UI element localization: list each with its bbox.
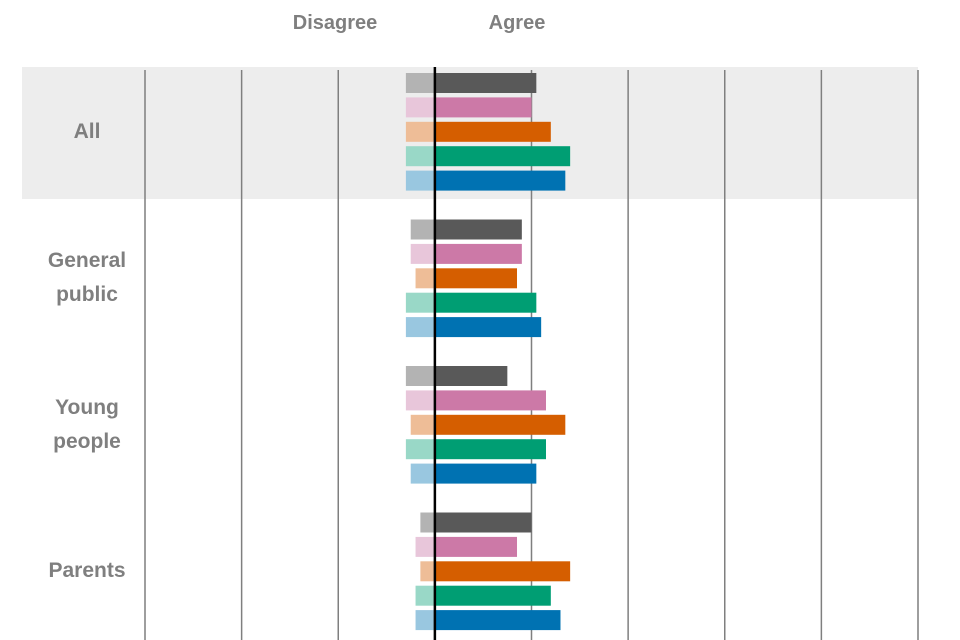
agree-bar [434,268,518,289]
disagree-bar [420,561,435,582]
agree-bar [434,414,566,435]
category-label: Parents [48,559,126,583]
disagree-bar [415,268,435,289]
column-header: Agree [488,12,546,34]
disagree-bar [410,219,435,240]
disagree-bar [415,610,435,631]
disagree-bar [405,390,435,411]
agree-bar [434,170,566,191]
agree-bar [434,536,518,557]
disagree-bar [405,97,435,118]
agree-bar [434,146,571,167]
disagree-bar [415,536,435,557]
disagree-bar [405,170,435,191]
category-label: Young people [53,395,121,453]
agree-bar [434,585,551,606]
agree-bar [434,366,508,386]
disagree-bar [405,317,435,338]
disagree-bar [405,121,435,142]
agree-bar [434,390,546,411]
disagree-bar [420,512,435,533]
agree-bar [434,512,532,533]
agree-bar [434,243,522,264]
agree-bar [434,97,532,118]
agree-bar [434,439,546,460]
disagree-bar [415,585,435,606]
disagree-bar [405,73,435,93]
agree-bar [434,317,542,338]
disagree-bar [410,414,435,435]
disagree-bar [410,463,435,484]
disagree-bar [410,243,435,264]
agree-bar [434,121,551,142]
agree-bar [434,463,537,484]
agree-bar [434,610,561,631]
disagree-bar [405,366,435,386]
disagree-bar [405,439,435,460]
disagree-bar [405,146,435,167]
agree-bar [434,561,571,582]
agree-bar [434,73,537,93]
agree-bar [434,219,522,240]
category-label: General public [47,249,127,307]
agree-bar [434,292,537,313]
category-label: All [73,119,101,143]
disagree-bar [405,292,435,313]
column-header: Disagree [292,12,378,34]
